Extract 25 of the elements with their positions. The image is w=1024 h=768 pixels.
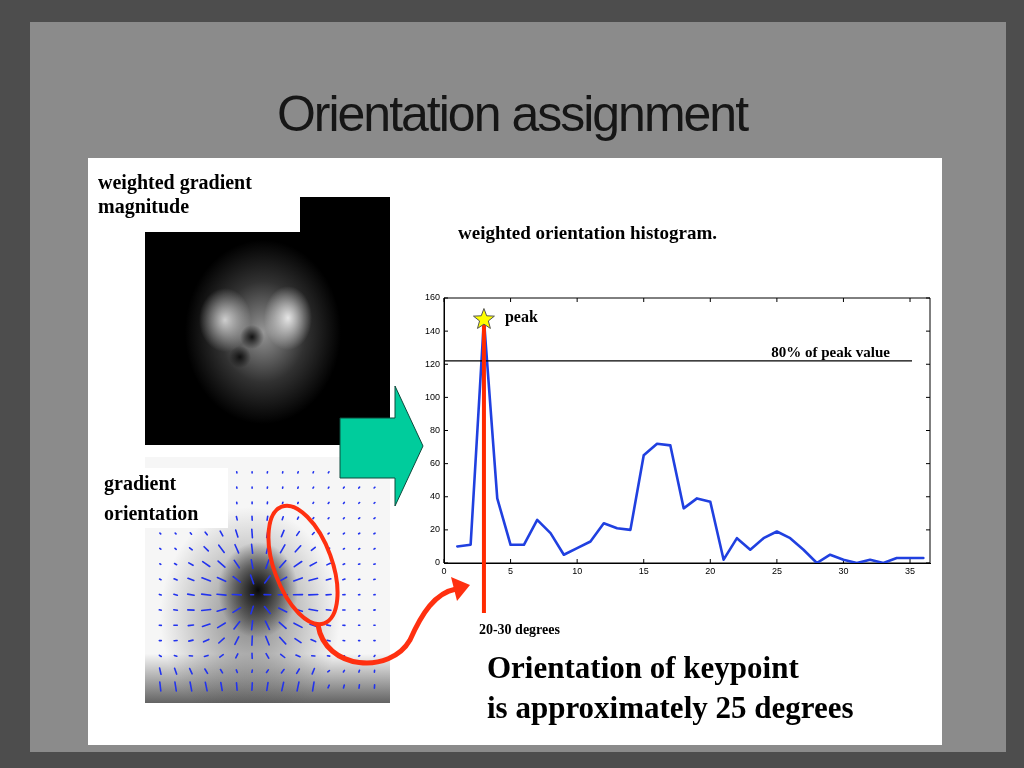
chart-title: Orientation assignment (275, 85, 749, 144)
x-tick-label: 5 (508, 565, 514, 576)
x-tick-label: 35 (905, 565, 916, 576)
ref-line-label: 20-30 degrees (478, 622, 561, 637)
x-tick-label: 30 (838, 565, 849, 576)
ref-line-label: 80% of peak value (771, 343, 891, 360)
y-tick-label: 40 (429, 491, 440, 502)
y-tick-label: 100 (424, 391, 440, 402)
x-tick-label: 0 (441, 565, 447, 576)
text: gradient orientation (100, 468, 228, 528)
y-tick-label: 0 (434, 557, 440, 568)
y-tick-label: 80 (429, 424, 440, 435)
y-tick-label: 140 (424, 325, 440, 336)
y-tick-label: 160 (424, 292, 440, 303)
text: Orientation of keypoint is approximately 25 degrees (487, 649, 855, 727)
chart-subtitle: weighted orientation histogram. (458, 221, 718, 245)
annotation: peak (504, 307, 538, 326)
x-tick-label: 10 (572, 565, 583, 576)
y-tick-label: 20 (429, 524, 440, 535)
y-tick-label: 120 (424, 358, 440, 369)
x-tick-label: 15 (638, 565, 649, 576)
x-tick-label: 25 (771, 565, 782, 576)
x-tick-label: 20 (705, 565, 716, 576)
y-tick-label: 60 (429, 458, 440, 469)
text: weighted gradient magnitude (88, 160, 300, 232)
